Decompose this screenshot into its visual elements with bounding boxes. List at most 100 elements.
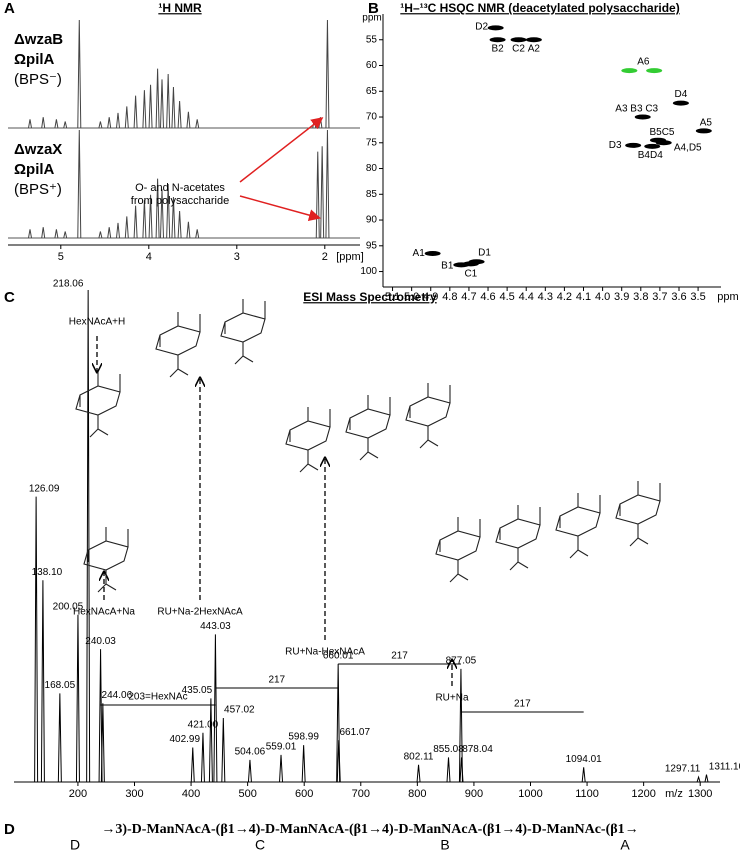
peak [166, 73, 171, 129]
x-tick-label: 2 [322, 251, 328, 263]
peak [301, 745, 306, 783]
peak [40, 580, 45, 783]
sugar-ring [615, 481, 661, 547]
cross-peak [525, 37, 542, 43]
panel-title: ESI Mass Spectrometry [303, 290, 437, 304]
peak [54, 229, 59, 239]
cross-peak [621, 68, 638, 74]
peak-label: D3 [609, 140, 622, 151]
peak [41, 227, 46, 239]
cross-peak [510, 37, 527, 43]
peak [155, 68, 160, 129]
peak-label: 802.11 [404, 751, 434, 762]
ion-label: RU+Na [435, 693, 469, 704]
panel-letter: B [368, 0, 379, 17]
x-tick-label: 700 [352, 788, 370, 800]
x-tick-label: 400 [182, 788, 200, 800]
peak [28, 229, 32, 239]
peak [160, 79, 164, 129]
peak-label: A3 B3 C3 [615, 104, 658, 115]
panel-letter: D [4, 821, 15, 838]
x-tick-label: 4.1 [576, 291, 591, 303]
cross-peak [489, 37, 506, 43]
y-tick-label: 60 [366, 60, 378, 71]
peak-label: 660.01 [323, 651, 354, 662]
sugar-ring [435, 517, 481, 583]
ion-label: RU+Na-2HexNAcA [157, 607, 243, 618]
peak [98, 121, 103, 129]
difference-label: 217 [391, 651, 408, 662]
cross-peak [625, 142, 642, 148]
peak-label: D4 [674, 89, 687, 100]
peak [148, 194, 153, 239]
x-axis-label: ppm [717, 291, 738, 303]
x-tick-label: 5.0 [404, 291, 419, 303]
peak [213, 634, 218, 783]
trace-label: (BPS⁻) [14, 71, 62, 88]
peak [57, 693, 62, 783]
unit-letter: A [620, 837, 630, 853]
sugar-ring [220, 299, 266, 365]
arrow [239, 195, 321, 221]
difference-label: 217 [268, 675, 285, 686]
x-tick-label: 4.6 [480, 291, 495, 303]
peak [696, 775, 701, 783]
peak-label: 661.07 [339, 727, 370, 738]
peak [195, 119, 200, 129]
peak-label: C1 [464, 268, 477, 279]
peak [100, 703, 105, 783]
x-axis-label: m/z [665, 788, 683, 800]
peak [124, 216, 129, 239]
sugar-ring [75, 372, 121, 438]
arrow [239, 117, 324, 183]
peak [77, 19, 82, 129]
peak-label: A5 [700, 118, 713, 129]
y-tick-label: 100 [360, 266, 377, 277]
peak [186, 221, 191, 239]
peak-label: 855.08 [433, 744, 464, 755]
panel-letter: A [4, 0, 15, 17]
trace-label: ΔwzaX [14, 141, 62, 158]
ion-label: HexNAcA+H [69, 317, 125, 328]
peak [459, 757, 464, 783]
y-tick-label: 95 [366, 240, 378, 251]
peak [107, 117, 112, 129]
peak-label: 598.99 [288, 732, 319, 743]
peak-label: 559.01 [266, 742, 297, 753]
x-tick-label: 4 [146, 251, 152, 263]
x-tick-label: 3.7 [652, 291, 667, 303]
peak [77, 129, 82, 239]
peak [200, 732, 205, 783]
trace-label: ΩpilA [14, 51, 55, 68]
x-tick-label: 5.1 [385, 291, 400, 303]
peak-label: B5C5 [649, 127, 674, 138]
x-tick-label: 3.5 [690, 291, 705, 303]
x-tick-label: 4.5 [499, 291, 514, 303]
peak-label: 218.06 [53, 279, 84, 290]
x-tick-label: 4.7 [461, 291, 476, 303]
x-tick-label: 500 [238, 788, 256, 800]
x-tick-label: 4.0 [595, 291, 610, 303]
peak [63, 231, 68, 239]
ion-label: HexNAcA+Na [73, 607, 135, 618]
peak [54, 119, 59, 129]
peak [325, 129, 330, 239]
panel-title: ¹H NMR [158, 1, 202, 15]
peak [116, 222, 120, 239]
peak [279, 754, 284, 783]
peak-label: 244.06 [102, 690, 133, 701]
cross-peak [462, 261, 479, 267]
sugar-ring [555, 493, 601, 559]
peak-label: C2 [512, 43, 525, 54]
peak-label: B2 [491, 43, 504, 54]
peak-label: 504.06 [235, 747, 266, 758]
y-tick-label: 75 [366, 137, 378, 148]
peak [190, 747, 195, 783]
peak-label: 200.05 [53, 601, 84, 612]
peak [221, 718, 226, 783]
y-tick-label: 55 [366, 34, 378, 45]
peak [75, 614, 80, 783]
peak [315, 151, 320, 239]
peak [581, 767, 586, 783]
cross-peak [424, 251, 441, 257]
